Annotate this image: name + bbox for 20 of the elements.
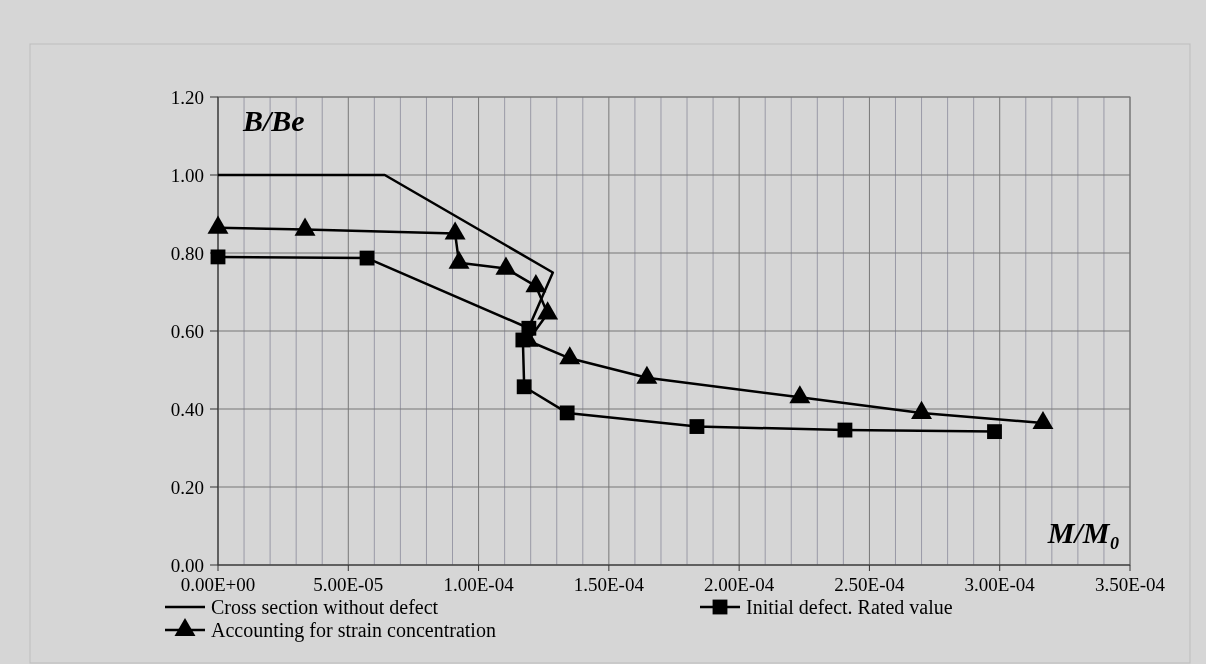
legend-label: Initial defect. Rated value (746, 596, 953, 618)
x-tick-label: 2.50E-04 (834, 574, 906, 595)
x-tick-label: 0.00E+00 (180, 574, 256, 595)
x-tick-label: 3.50E-04 (1094, 574, 1166, 595)
y-tick-label: 0.40 (170, 398, 204, 420)
y-axis-title: B/Be (242, 104, 305, 137)
y-tick-label: 0.60 (170, 320, 204, 342)
x-tick-label: 1.00E-04 (443, 574, 515, 595)
y-tick-label: 1.00 (170, 164, 204, 186)
legend-label: Cross section without defect (211, 596, 439, 618)
y-tick-label: 0.80 (170, 242, 204, 264)
y-tick-label: 0.00 (170, 554, 204, 576)
x-tick-label: 2.00E-04 (704, 574, 775, 595)
x-tick-label: 1.50E-04 (573, 574, 645, 595)
y-tick-label: 1.20 (170, 86, 204, 108)
x-axis-title: M/M₀ (1046, 516, 1120, 549)
y-tick-label: 0.20 (170, 476, 204, 498)
x-tick-label: 5.00E-05 (313, 574, 384, 595)
x-tick-label: 3.00E-04 (964, 574, 1036, 595)
legend-label: Accounting for strain concentration (211, 619, 496, 642)
